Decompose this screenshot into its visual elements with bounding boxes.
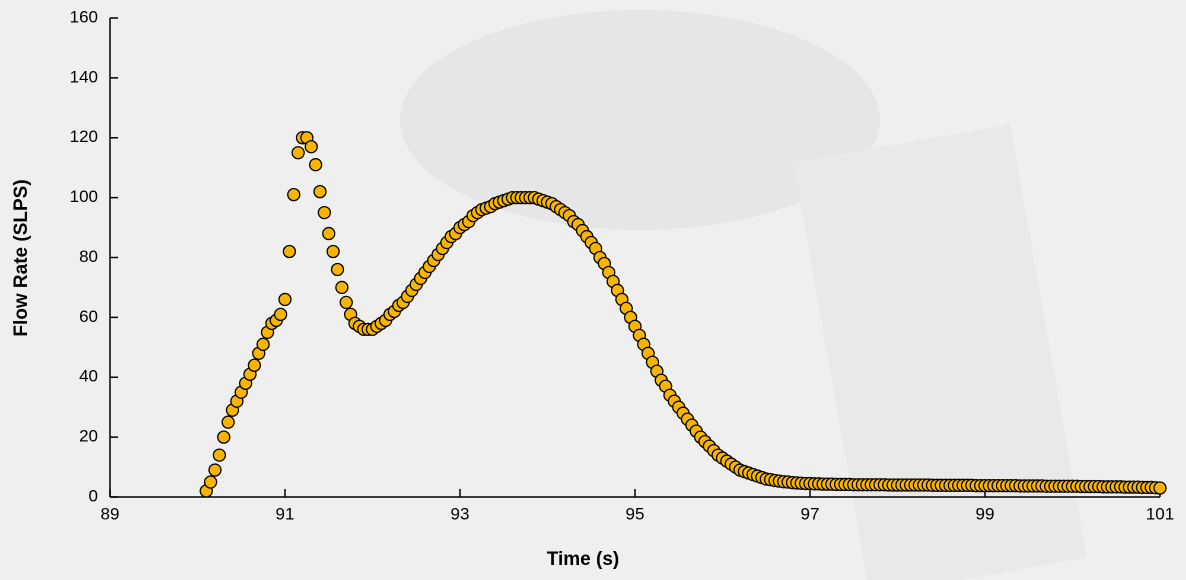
data-point — [209, 464, 221, 476]
data-point — [283, 246, 295, 258]
data-point — [292, 147, 304, 159]
data-point — [213, 449, 225, 461]
y-tick-label: 60 — [79, 307, 98, 326]
data-point — [305, 141, 317, 153]
x-tick-label: 101 — [1146, 504, 1174, 523]
x-tick-label: 93 — [451, 504, 470, 523]
data-point — [314, 186, 326, 198]
data-point — [310, 159, 322, 171]
chart: Time (s) Flow Rate (SLPS) 0 20 40 60 80 100 12… — [0, 0, 1186, 580]
y-tick-label: 80 — [79, 247, 98, 266]
x-tick-label: 91 — [276, 504, 295, 523]
data-point — [336, 281, 348, 293]
y-tick-label: 0 — [89, 486, 98, 505]
y-tick-label: 160 — [70, 7, 98, 26]
data-point — [257, 338, 269, 350]
y-tick-label: 20 — [79, 427, 98, 446]
data-point — [340, 296, 352, 308]
y-tick-label: 120 — [70, 127, 98, 146]
y-tick-label: 100 — [70, 187, 98, 206]
x-tick-label: 95 — [626, 504, 645, 523]
y-tick-label: 40 — [79, 367, 98, 386]
data-point — [218, 431, 230, 443]
x-tick-label: 99 — [976, 504, 995, 523]
data-point — [279, 293, 291, 305]
data-point — [323, 228, 335, 240]
x-tick-label: 89 — [101, 504, 120, 523]
data-point — [222, 416, 234, 428]
y-tick-label: 140 — [70, 67, 98, 86]
data-point — [275, 308, 287, 320]
data-point — [288, 189, 300, 201]
data-point — [205, 476, 217, 488]
data-point — [327, 246, 339, 258]
y-axis-label: Flow Rate (SLPS) — [11, 179, 32, 336]
data-point — [332, 263, 344, 275]
x-tick-label: 97 — [801, 504, 820, 523]
x-axis-label: Time (s) — [547, 549, 620, 570]
data-point — [318, 207, 330, 219]
data-point — [1154, 482, 1166, 494]
data-point — [248, 359, 260, 371]
